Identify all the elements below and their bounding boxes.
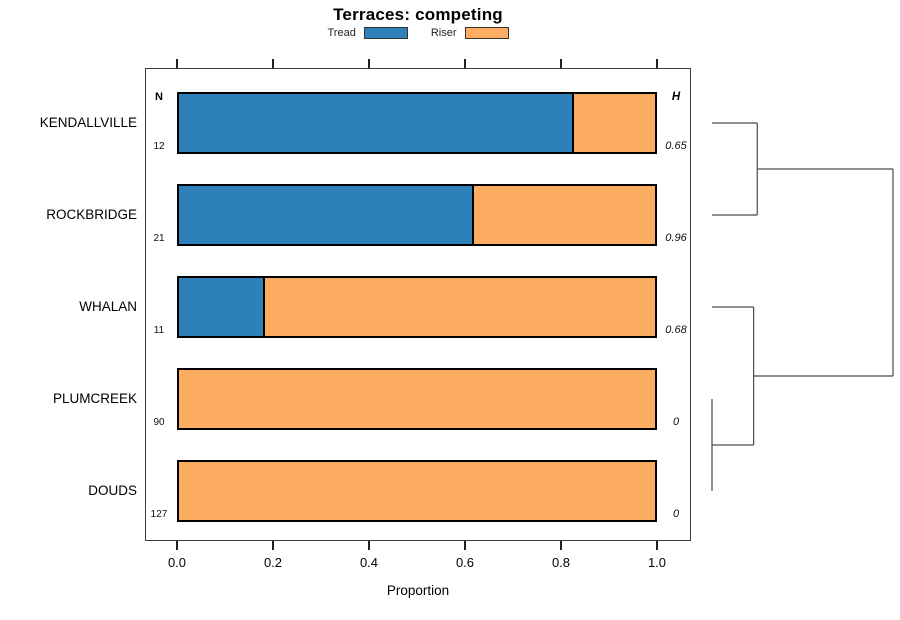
chart-title: Terraces: competing: [333, 5, 503, 24]
count-value: 11: [153, 325, 165, 336]
bar-row-kendallville: [177, 92, 657, 154]
x-tick-bottom: [176, 541, 178, 550]
x-tick-bottom: [272, 541, 274, 550]
count-value: 90: [153, 417, 165, 428]
category-label: KENDALLVILLE: [39, 115, 137, 130]
x-axis-label: Proportion: [386, 583, 450, 598]
x-tick-bottom: [560, 541, 562, 550]
x-tick-label: 1.0: [647, 555, 667, 570]
x-tick-bottom: [368, 541, 370, 550]
bar-row-douds: [177, 460, 657, 522]
x-tick-top: [272, 59, 274, 68]
stat-value: 0.65: [665, 140, 687, 152]
x-tick-label: 0.0: [167, 555, 187, 570]
category-label: PLUMCREEK: [52, 391, 137, 406]
count-value: 127: [150, 509, 168, 520]
x-tick-label: 0.4: [359, 555, 379, 570]
stat-value: 0.68: [665, 324, 687, 336]
x-tick-bottom: [656, 541, 658, 550]
category-label: DOUDS: [88, 483, 137, 498]
category-label: WHALAN: [79, 299, 137, 314]
x-tick-label: 0.6: [455, 555, 475, 570]
legend-item-tread: Tread: [328, 27, 408, 39]
stat-value: 0: [672, 508, 680, 520]
legend-item-riser: Riser: [431, 27, 509, 39]
x-tick-top: [176, 59, 178, 68]
legend-label: Tread: [327, 27, 356, 39]
bar-segment-tread: [179, 186, 475, 244]
x-tick-label: 0.2: [263, 555, 283, 570]
plot-panel: [145, 68, 691, 541]
count-value: 21: [153, 233, 165, 244]
category-label: ROCKBRIDGE: [46, 207, 137, 222]
bar-segment-tread: [179, 278, 265, 336]
x-tick-label: 0.8: [551, 555, 571, 570]
count-value: 12: [153, 141, 165, 152]
x-tick-top: [464, 59, 466, 68]
legend: Tread Riser: [145, 25, 691, 41]
legend-swatch-tread: [363, 27, 408, 39]
stat-column-header: H: [671, 91, 681, 103]
count-column-header: N: [155, 91, 163, 103]
x-tick-top: [368, 59, 370, 68]
bar-row-whalan: [177, 276, 657, 338]
bar-row-plumcreek: [177, 368, 657, 430]
x-tick-top: [560, 59, 562, 68]
legend-label: Riser: [430, 27, 457, 39]
bar-segment-tread: [179, 94, 575, 152]
x-tick-bottom: [464, 541, 466, 550]
bar-row-rockbridge: [177, 184, 657, 246]
legend-swatch-riser: [464, 27, 509, 39]
stat-value: 0.96: [665, 232, 687, 244]
stat-value: 0: [672, 416, 680, 428]
x-tick-top: [656, 59, 658, 68]
